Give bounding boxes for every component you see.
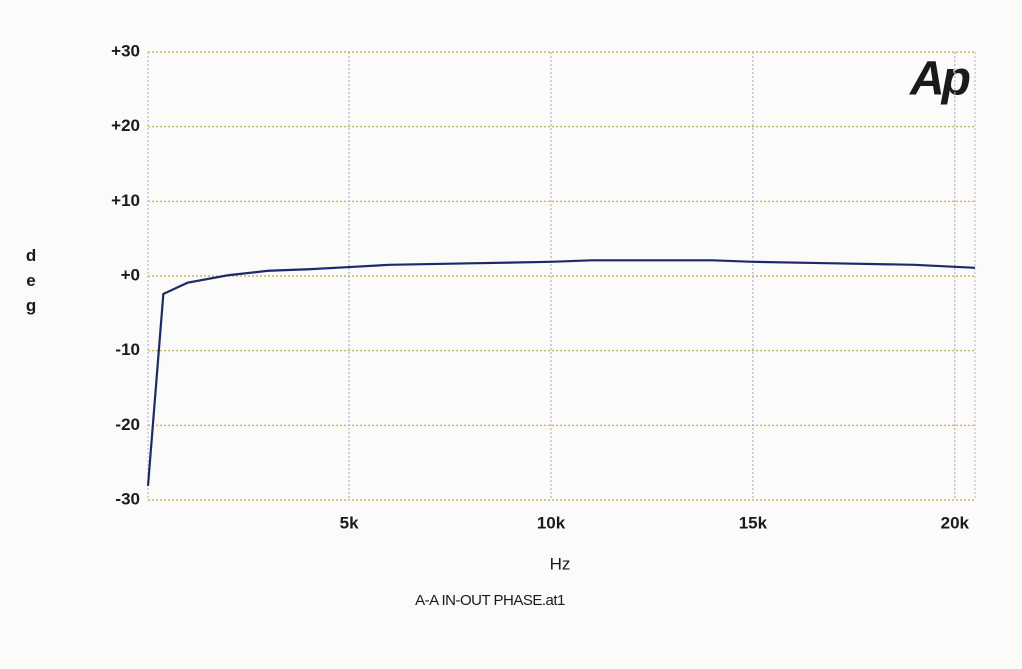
x-tick-label: 5k <box>340 513 359 532</box>
y-tick-label: +0 <box>121 265 140 284</box>
x-tick-label: 10k <box>537 513 566 532</box>
y-tick-label: +20 <box>111 116 140 135</box>
y-tick-label: -30 <box>115 489 140 508</box>
y-tick-label: -10 <box>115 340 140 359</box>
data-line <box>146 259 976 486</box>
caption: A-A IN-OUT PHASE.at1 <box>415 592 565 609</box>
y-tick-label: +10 <box>111 191 140 210</box>
y-axis-label: deg <box>22 246 41 321</box>
logo: Ap <box>909 53 970 106</box>
x-tick-label: 20k <box>941 513 970 532</box>
y-tick-label: -20 <box>115 415 140 434</box>
x-tick-label: 15k <box>739 513 768 532</box>
x-axis-label: Hz <box>550 554 571 573</box>
y-tick-label: +30 <box>111 41 140 60</box>
